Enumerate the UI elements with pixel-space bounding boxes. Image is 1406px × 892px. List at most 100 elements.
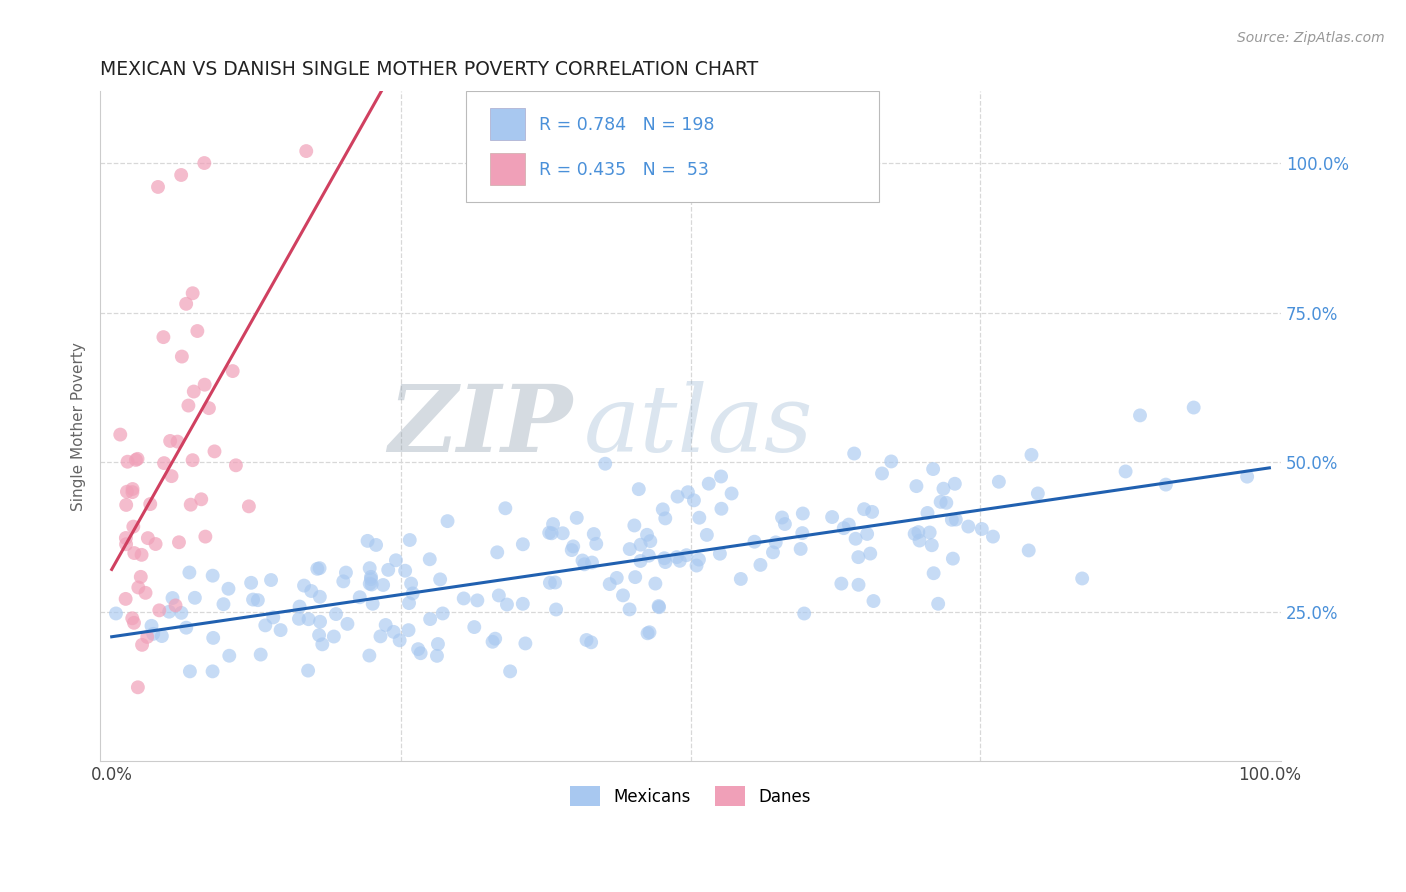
Point [970, 522, 993, 536]
Point [242, 592, 264, 607]
Point [115, 537, 138, 551]
Point [240, 575, 263, 590]
Point [335, 566, 357, 580]
Point [288, 599, 311, 614]
Point [538, 575, 561, 590]
Point [174, 621, 197, 635]
Point [793, 607, 815, 621]
Point [152, 330, 174, 344]
Point [165, 599, 187, 613]
Point [170, 350, 193, 364]
Point [115, 484, 138, 499]
Point [467, 593, 489, 607]
Point [862, 594, 884, 608]
Point [204, 444, 226, 458]
Point [832, 521, 855, 535]
Point [122, 615, 145, 630]
Point [429, 573, 451, 587]
Point [1236, 469, 1258, 483]
Point [908, 533, 931, 548]
Point [201, 665, 224, 679]
Point [637, 626, 659, 640]
Point [845, 532, 868, 546]
Point [917, 506, 939, 520]
Point [307, 562, 329, 576]
Point [565, 511, 588, 525]
Point [359, 648, 381, 663]
Point [311, 637, 333, 651]
Text: ZIP: ZIP [388, 381, 572, 471]
Point [177, 399, 200, 413]
Point [789, 541, 811, 556]
Point [942, 551, 965, 566]
Point [792, 526, 814, 541]
Point [186, 324, 208, 338]
Point [624, 570, 647, 584]
Point [419, 612, 441, 626]
Point [292, 578, 315, 592]
Point [190, 492, 212, 507]
Point [436, 514, 458, 528]
Point [136, 630, 159, 644]
Point [710, 501, 733, 516]
Point [308, 628, 330, 642]
Point [127, 581, 149, 595]
Point [512, 537, 534, 551]
Point [941, 513, 963, 527]
Point [162, 591, 184, 605]
Point [640, 534, 662, 549]
Point [308, 561, 330, 575]
Point [612, 588, 634, 602]
FancyBboxPatch shape [467, 91, 880, 202]
Point [202, 631, 225, 645]
Point [544, 575, 567, 590]
Point [382, 624, 405, 639]
Point [1026, 486, 1049, 500]
Point [619, 542, 641, 557]
Point [484, 632, 506, 646]
Point [1154, 477, 1177, 491]
Point [453, 591, 475, 606]
Point [1021, 448, 1043, 462]
Point [201, 568, 224, 582]
Point [844, 446, 866, 460]
Point [360, 577, 382, 591]
Point [221, 364, 243, 378]
Point [398, 623, 420, 637]
Point [574, 558, 596, 572]
Point [159, 434, 181, 448]
Point [212, 597, 235, 611]
Point [619, 602, 641, 616]
Point [181, 286, 204, 301]
Point [114, 591, 136, 606]
Point [904, 526, 927, 541]
Point [409, 646, 432, 660]
Point [364, 538, 387, 552]
Point [170, 168, 193, 182]
Point [880, 454, 903, 468]
Point [905, 479, 928, 493]
Point [683, 493, 706, 508]
Point [856, 527, 879, 541]
Point [744, 534, 766, 549]
Point [127, 451, 149, 466]
Point [463, 620, 485, 634]
Point [129, 570, 152, 584]
Point [135, 586, 157, 600]
Point [370, 629, 392, 643]
Point [361, 597, 384, 611]
Point [181, 453, 204, 467]
Point [124, 546, 146, 560]
Point [198, 401, 221, 416]
Point [1115, 465, 1137, 479]
Point [426, 648, 449, 663]
Point [627, 482, 650, 496]
Point [860, 505, 883, 519]
Point [765, 535, 787, 549]
Point [579, 635, 602, 649]
Point [929, 495, 952, 509]
Point [359, 561, 381, 575]
Point [546, 602, 568, 616]
Point [935, 496, 957, 510]
Point [512, 597, 534, 611]
